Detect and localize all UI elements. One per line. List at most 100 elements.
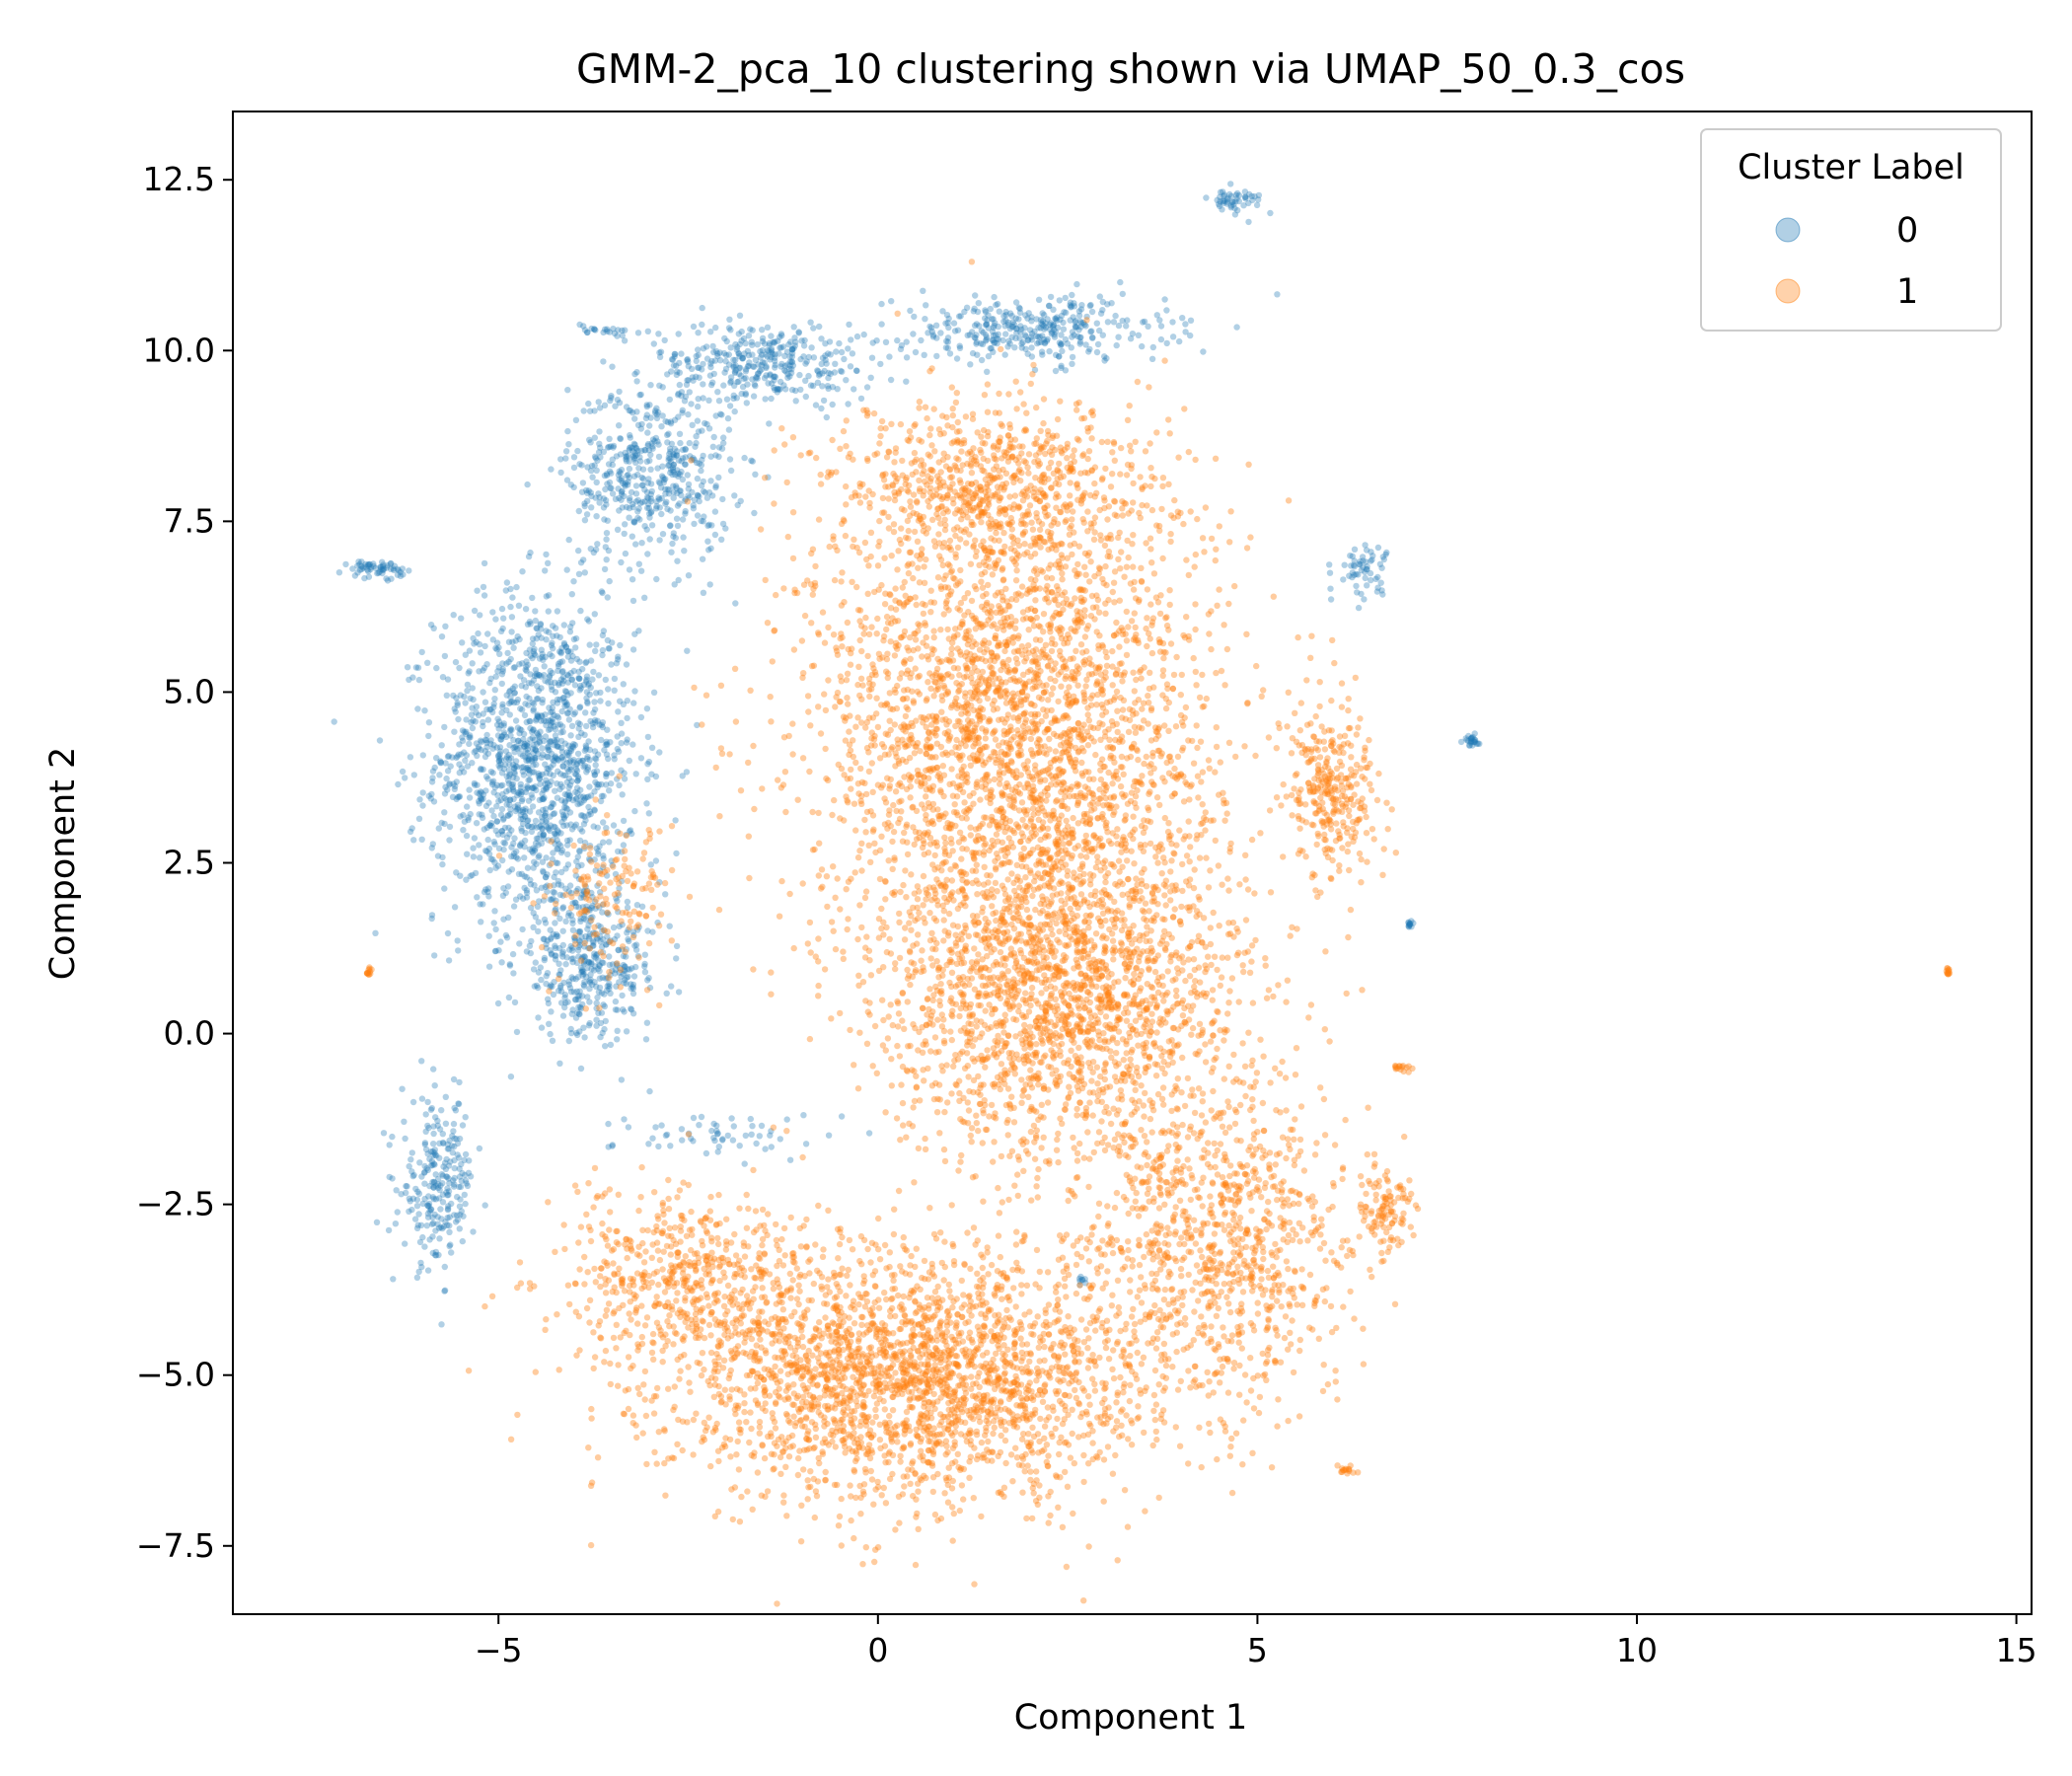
data-point — [675, 576, 682, 584]
data-point — [358, 562, 365, 570]
data-point — [609, 1142, 616, 1148]
data-point — [476, 854, 483, 861]
data-point — [569, 652, 576, 660]
data-point — [541, 916, 549, 924]
data-point — [845, 401, 851, 407]
data-point — [532, 959, 539, 966]
data-point — [436, 1126, 444, 1133]
data-point — [1135, 332, 1143, 338]
data-point — [618, 558, 625, 566]
data-point — [758, 1122, 766, 1130]
data-point — [1160, 654, 1167, 662]
data-point — [406, 1162, 412, 1170]
data-point — [912, 348, 920, 356]
data-point — [620, 1006, 627, 1013]
data-point — [1123, 608, 1131, 616]
data-point — [838, 578, 845, 585]
data-point — [995, 331, 1001, 337]
data-point — [456, 1203, 464, 1210]
data-point — [477, 737, 484, 744]
data-point — [1362, 568, 1369, 576]
data-point — [642, 414, 650, 421]
data-point — [517, 842, 524, 849]
data-point — [493, 645, 500, 653]
data-point — [492, 673, 499, 680]
data-point — [845, 345, 851, 352]
data-point — [402, 1240, 408, 1247]
data-point — [535, 687, 543, 695]
data-point — [530, 648, 537, 655]
data-point — [705, 425, 713, 432]
data-point — [1113, 341, 1120, 349]
data-point — [1116, 660, 1124, 668]
data-point — [732, 340, 739, 348]
data-point — [1109, 647, 1116, 655]
data-point — [718, 445, 726, 452]
data-point — [512, 807, 519, 815]
data-point — [1086, 302, 1094, 310]
data-point — [401, 1118, 407, 1126]
data-point — [533, 717, 540, 724]
data-point — [431, 764, 438, 772]
data-point — [475, 629, 481, 637]
data-point — [437, 1206, 444, 1213]
data-point — [542, 653, 549, 661]
data-point — [1133, 710, 1140, 717]
data-point — [545, 559, 552, 566]
data-point — [648, 744, 656, 751]
data-point — [434, 1175, 442, 1183]
data-point — [599, 901, 607, 908]
data-point — [553, 952, 559, 959]
data-point — [510, 852, 517, 859]
data-point — [495, 797, 502, 805]
data-point — [618, 719, 625, 726]
data-point — [1078, 302, 1085, 309]
data-point — [594, 541, 601, 548]
data-point — [456, 770, 463, 777]
data-point — [414, 705, 421, 712]
data-point — [603, 536, 610, 543]
data-point — [459, 737, 467, 744]
data-point — [511, 999, 519, 1006]
data-point — [497, 721, 504, 729]
data-point — [545, 837, 553, 844]
data-point — [584, 925, 591, 932]
data-point — [1058, 312, 1066, 320]
data-point — [523, 948, 531, 955]
data-point — [419, 1233, 426, 1241]
data-point — [728, 1115, 735, 1122]
data-point — [558, 644, 565, 651]
data-point — [475, 743, 482, 751]
data-point — [856, 636, 863, 644]
data-point — [506, 688, 513, 696]
data-point — [800, 1112, 807, 1119]
data-point — [549, 855, 555, 863]
data-point — [810, 325, 817, 332]
data-point — [1096, 327, 1103, 334]
data-point — [480, 901, 486, 908]
data-point — [910, 331, 917, 337]
data-point — [559, 927, 566, 934]
data-point — [659, 412, 666, 419]
data-point — [570, 464, 578, 472]
data-point — [511, 770, 518, 777]
data-point — [618, 490, 626, 498]
data-point — [1214, 196, 1221, 204]
data-point — [506, 687, 514, 695]
data-point — [532, 840, 540, 847]
data-point — [581, 763, 589, 770]
data-point — [1083, 317, 1090, 324]
data-point — [487, 675, 494, 682]
data-point — [444, 1185, 451, 1192]
data-point — [884, 1035, 892, 1042]
data-point — [686, 439, 693, 447]
data-point — [422, 1146, 430, 1153]
data-point — [609, 363, 616, 370]
data-point — [801, 612, 809, 620]
data-point — [573, 858, 580, 865]
data-point — [703, 494, 711, 501]
data-point — [441, 1263, 448, 1271]
data-point — [545, 824, 552, 831]
data-point — [543, 980, 550, 988]
data-point — [415, 676, 423, 684]
